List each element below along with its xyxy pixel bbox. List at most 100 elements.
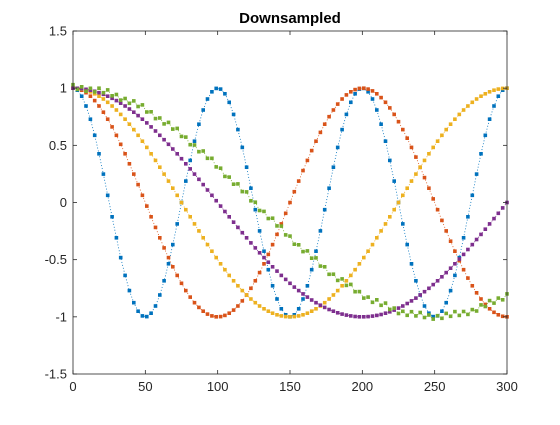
series-1-point [158,293,162,297]
series-4-point [283,277,288,282]
series-1-point [244,165,249,169]
series-4-point [197,177,201,182]
series-1-point [210,90,214,94]
series-3-point [301,313,305,317]
series-5-point [188,142,192,147]
series-2-point [357,86,362,91]
series-2-point [448,239,453,243]
series-3-point [262,307,266,311]
series-5-point [422,315,427,320]
series-5-point [296,243,301,247]
series-1-point [236,127,240,132]
series-4-point [296,288,301,293]
series-3-point [210,249,214,253]
series-1-point [79,94,84,98]
series-3-point [192,222,197,226]
series-3-point [149,152,153,156]
series-1-point [240,145,245,150]
series-5 [71,82,509,321]
series-1-point [136,309,140,313]
series-2-point [205,312,210,316]
series-5-point [288,234,292,238]
series-5-point [257,208,262,213]
series-5-point [292,242,297,246]
series-5-point [440,316,444,321]
series-1-point [132,300,136,305]
series-3-point [97,94,101,98]
series-5-point [362,296,366,300]
series-4-point [275,269,279,273]
x-tick-label: 50 [138,379,152,394]
x-tick-label: 300 [496,379,518,394]
series-5-point [192,143,197,147]
series-4-point [270,265,275,269]
series-4-point [375,313,379,318]
series-1-point [118,255,123,260]
series-1-point [309,267,314,272]
series-4-point [335,311,340,315]
series-1-point [474,172,479,176]
series-5-point [92,90,97,94]
series-3-point [414,172,418,176]
series-4-point [309,298,314,302]
series-3-point [344,279,349,283]
series-2-point [136,182,140,187]
series-4-point [500,206,505,210]
series-5-point [88,86,93,91]
series-4-point [166,142,171,147]
series-5-point [331,272,336,276]
series-4-point [118,101,123,105]
series-2-point [314,139,318,143]
series-5-point [79,85,84,89]
series-4-point [479,232,483,237]
series-4-point [236,225,240,230]
series-3-point [322,300,327,305]
series-5-point [335,278,340,283]
series-1-point [327,186,331,190]
series-4-point [223,209,227,214]
series-5-point [353,289,357,294]
series-1-point [153,304,158,308]
x-tick-label: 100 [207,379,229,394]
series-2-point [383,100,388,105]
series-3-point [179,200,184,205]
series-3-point [457,112,462,117]
series-5-point [370,300,375,305]
series-5-point [75,87,80,92]
series-2-point [257,270,262,275]
series-5-point [414,314,418,318]
series-1-point [366,90,370,94]
series-5-point [375,298,379,302]
series-5-point [231,182,236,186]
series-4-point [132,110,136,114]
series-2-point [140,193,145,198]
series-1-point [140,314,145,318]
series-2-point [279,222,284,226]
series-5-point [418,310,422,315]
series-4-point [383,311,388,315]
series-5-point [279,224,284,228]
series-2-point [296,179,301,183]
series-3-point [240,288,245,293]
series-3-point [349,273,353,278]
series-4-point [149,125,153,129]
series-2-point [292,189,297,194]
series-2-point [240,299,245,303]
series-3-point [327,297,331,301]
series-3-point [479,94,483,98]
series-5-point [236,182,240,186]
series-4-point [396,306,401,310]
series-2-point [283,211,288,216]
series-3-point [223,267,227,272]
series-1-point [405,242,409,247]
series-1-point [223,92,227,96]
series-3-point [145,145,149,150]
series-4-point [301,292,305,296]
series-3-point [166,179,171,183]
series-1-point [448,288,453,293]
series-1-point [340,127,344,132]
series-5-point [357,289,362,294]
series-1-point [440,309,444,313]
series-1-point [479,152,483,156]
series-4-point [171,147,175,151]
